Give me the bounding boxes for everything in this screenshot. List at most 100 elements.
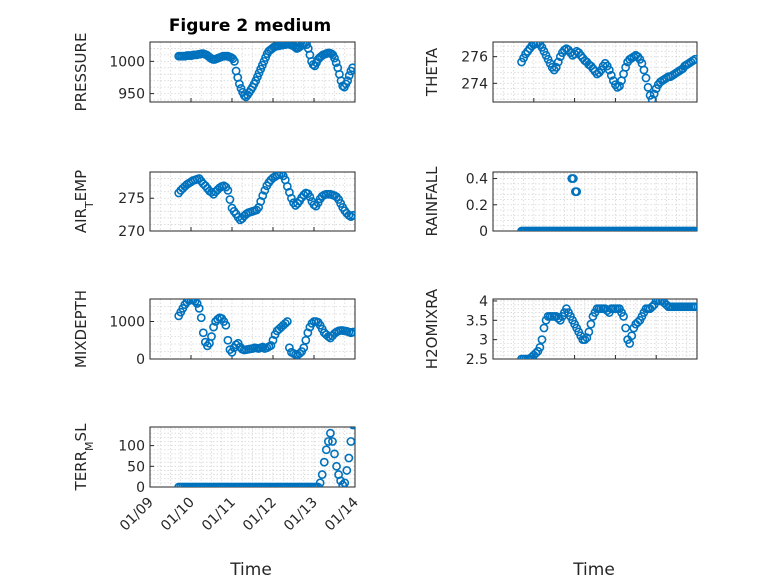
data-point	[225, 195, 235, 204]
y-axis-label: MIXDEPTH	[72, 290, 90, 368]
data-point	[272, 172, 282, 180]
data-point	[568, 174, 578, 183]
data-point	[223, 185, 233, 195]
data-point	[280, 318, 290, 328]
data-point	[287, 193, 296, 203]
data-point	[344, 71, 354, 80]
y-axis-label: THETA	[423, 47, 441, 97]
series-markers	[517, 299, 697, 359]
data-point	[604, 65, 614, 75]
data-point	[315, 478, 325, 487]
data-point	[198, 328, 208, 338]
y-tick-label: 3.5	[466, 313, 488, 329]
x-tick-label: 01/11	[199, 495, 239, 535]
y-axis-label: PRESSURE	[72, 33, 90, 112]
data-point	[539, 323, 549, 333]
data-point	[340, 478, 350, 487]
data-point	[537, 335, 547, 345]
data-point	[184, 299, 194, 305]
data-point	[207, 332, 216, 341]
y-tick-label: 0	[479, 224, 488, 240]
data-point	[321, 445, 331, 455]
data-point	[690, 54, 697, 64]
y-tick-label: 276	[461, 50, 488, 66]
x-tick-label: 01/13	[281, 495, 321, 535]
x-tick-label: 01/12	[240, 495, 280, 535]
subplot-terr-msl: 0 50 100 01/09 01/10 01/11 01/12 01/13 01/14 TERR…	[72, 423, 362, 535]
x-axis-label-right: Time	[572, 560, 615, 580]
x-axis-label-left: Time	[229, 560, 272, 580]
data-point	[192, 299, 202, 308]
data-point	[586, 319, 596, 329]
y-tick-label: 1000	[109, 54, 145, 70]
data-point	[258, 342, 268, 352]
y-tick-label: 0	[136, 352, 145, 368]
y-tick-label: 50	[127, 459, 145, 475]
y-tick-label: 2.5	[466, 352, 488, 368]
data-point	[348, 327, 355, 337]
data-point	[338, 480, 348, 487]
data-point	[643, 82, 653, 92]
axes-frame	[492, 41, 698, 103]
data-point	[258, 191, 268, 200]
data-point	[209, 322, 218, 332]
data-point	[325, 428, 335, 438]
y-tick-label: 3	[479, 333, 488, 349]
subplot-mixdepth: 0 1000 MIXDEPTH	[72, 290, 356, 368]
data-point	[535, 342, 545, 352]
axes-frame	[149, 171, 356, 232]
data-point	[234, 79, 244, 89]
data-point	[323, 437, 333, 446]
subplot-h2omixra: 2.5 3 3.5 4 H2OMIXRA	[423, 288, 698, 369]
data-point	[349, 427, 355, 430]
data-point	[194, 303, 204, 313]
y-axis-label: RAINFALL	[423, 166, 441, 237]
y-tick-label: 950	[118, 87, 145, 103]
data-point	[619, 312, 628, 321]
data-point	[307, 318, 317, 328]
data-point	[190, 299, 200, 306]
data-point	[606, 70, 616, 80]
data-point	[639, 65, 649, 75]
y-tick-label: 4	[479, 294, 488, 310]
data-point	[641, 73, 651, 83]
y-tick-label: 1000	[109, 315, 145, 331]
data-point	[330, 449, 339, 459]
data-point	[553, 313, 563, 323]
data-point	[584, 327, 594, 337]
data-point	[621, 62, 630, 72]
data-point	[346, 437, 355, 446]
data-point	[625, 339, 635, 348]
series-markers	[517, 42, 697, 102]
data-point	[344, 453, 354, 463]
data-point	[580, 335, 590, 345]
data-point	[647, 94, 657, 102]
data-point	[627, 331, 637, 341]
data-point	[260, 185, 270, 195]
data-point	[348, 210, 355, 220]
data-point	[328, 437, 337, 446]
subplot-air-temp: 270 275 AIRTEMP	[72, 170, 356, 240]
data-point	[299, 343, 309, 353]
data-point	[331, 58, 341, 68]
y-tick-label: 0	[136, 480, 145, 496]
series-markers	[174, 172, 355, 225]
y-axis-label: H2OMIXRA	[423, 288, 441, 369]
subplot-rainfall: 0 0.2 0.4 RAINFALL	[423, 166, 698, 240]
data-point	[298, 42, 308, 49]
data-point	[531, 348, 541, 358]
data-point	[649, 89, 659, 99]
data-point	[319, 457, 329, 467]
data-point	[266, 341, 276, 350]
data-point	[301, 335, 311, 345]
x-tick-label: 01/10	[158, 495, 198, 535]
data-point	[553, 57, 563, 67]
data-point	[330, 53, 339, 63]
data-point	[529, 42, 539, 50]
x-tick-label: 01/09	[117, 495, 157, 535]
axes-frame	[492, 298, 698, 360]
y-tick-label: 0.2	[466, 198, 488, 214]
y-tick-label: 0.4	[466, 172, 488, 188]
data-point	[690, 302, 697, 312]
